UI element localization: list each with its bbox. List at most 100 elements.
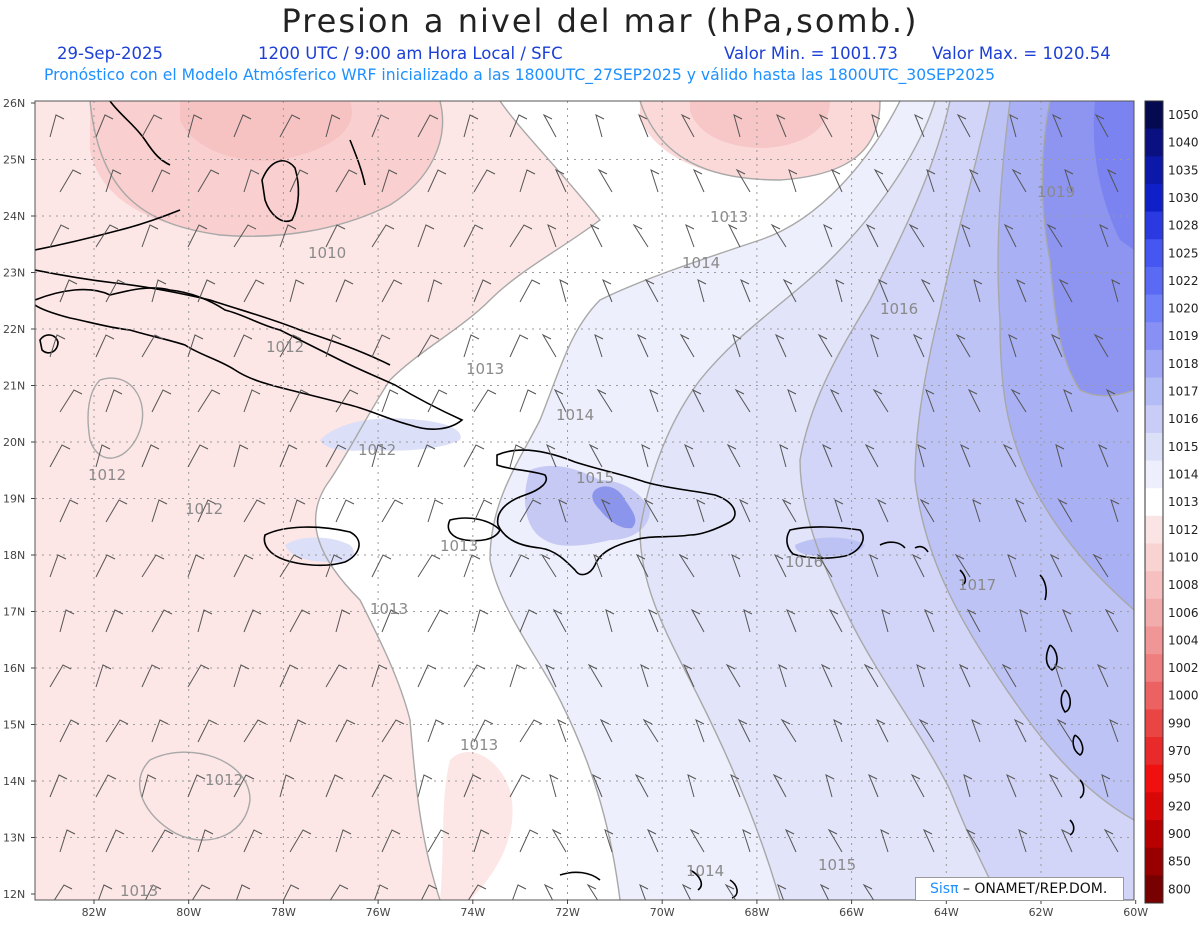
contour-label: 1013 [370,600,408,618]
lat-label: 23N [3,267,25,280]
colorbar-swatch [1145,654,1163,683]
lon-label: 82W [82,906,107,919]
wind-barb [519,389,537,413]
wind-barb [371,444,387,468]
contour-label: 1013 [710,208,748,226]
wind-barb [1063,388,1073,413]
isobar-1012-south [139,751,251,841]
wind-barb [233,664,250,688]
wind-barb [151,169,171,193]
colorbar-swatch [1145,515,1163,544]
colorbar-label: 920 [1168,799,1191,813]
wind-barb [595,114,605,138]
wind-barb [49,664,72,688]
wind-barb [787,388,797,413]
wind-barb [105,499,128,523]
low-pressure-core-inner [180,101,352,161]
wind-barb [692,168,705,193]
lon-label: 68W [744,906,769,919]
wind-barb [780,718,797,743]
wind-barb [1048,773,1063,798]
wind-barb [644,278,659,303]
colorbar-swatch [1145,349,1163,379]
contour-label: 1012 [88,466,126,484]
wind-barb [279,224,297,248]
lon-label: 66W [839,906,864,919]
wind-barb [233,554,254,578]
wind-barb [427,169,447,193]
wind-barb [381,719,405,743]
wind-barb [599,718,613,743]
colorbar-swatch [1145,432,1163,462]
wind-barb [187,554,205,578]
wind-barb [740,278,751,303]
wind-barb [1110,499,1120,523]
wind-barb [597,168,613,193]
contour-label: 1016 [880,300,918,318]
wind-barb [95,664,112,688]
wind-barb [151,719,169,743]
lat-label: 21N [3,380,25,393]
lat-label: 19N [3,493,25,506]
pressure-shading [35,101,1134,900]
colorbar-swatch [1145,322,1163,351]
contour-label: 1019 [1037,183,1075,201]
wind-barb [776,113,787,138]
colorbar-label: 1014 [1168,467,1199,481]
wind-barb [640,664,650,688]
wind-barb [954,553,971,578]
wind-barb [151,279,167,303]
latitude-labels: 26N 25N 24N 23N 22N 21N 20N 19N 18N 17N 16N 15N 14N 1… [3,97,25,901]
wind-barb [926,169,936,193]
wind-barb [596,388,613,413]
wind-barb [151,499,168,523]
wind-barb [105,609,124,633]
wind-barb [417,114,439,138]
colorbar-label: 900 [1168,827,1191,841]
wind-barb [95,444,111,468]
wind-barb [325,224,346,248]
colorbar-label: 1030 [1168,191,1199,205]
colorbar-swatch [1145,183,1163,213]
wind-barb [973,279,983,303]
wind-barb [1104,608,1119,633]
contour-label: 1014 [556,406,594,424]
wind-barb [680,113,695,138]
wind-barb [59,279,78,303]
wind-barb [243,609,262,633]
hispaniola-southwest [447,517,501,542]
wind-barb [823,223,833,248]
wind-barb [786,608,797,633]
wind-barb [830,168,843,193]
wind-barb [727,223,741,248]
wind-barb [820,663,833,688]
contour-label: 1012 [185,500,223,518]
wind-barb [335,499,355,523]
wind-barb [1057,498,1073,523]
value-min: Valor Min. = 1001.73 [724,44,898,63]
wind-barb [325,334,342,358]
wind-barb [732,334,742,358]
wind-barb [95,334,115,358]
contour-label: 1010 [308,244,346,262]
wind-barb [869,553,879,578]
colorbar-label: 1025 [1168,246,1199,260]
wind-barb [552,608,567,633]
wind-barb [473,829,490,853]
wind-barb [335,169,358,193]
wind-barb [473,609,489,633]
colorbar-swatch [1145,460,1163,489]
wind-barb [1018,829,1028,853]
wind-barb [1111,279,1121,303]
wind-barb [920,278,935,303]
wind-barb [594,334,604,358]
wind-barb [646,828,659,853]
isobar-1010-north [639,101,881,181]
wind-barb [243,279,265,303]
wind-barb [737,718,751,743]
wind-barb [679,333,695,358]
wind-barb [509,334,529,358]
lon-label: 78W [271,906,296,919]
wind-barb [870,334,880,358]
wind-barb [519,609,538,633]
